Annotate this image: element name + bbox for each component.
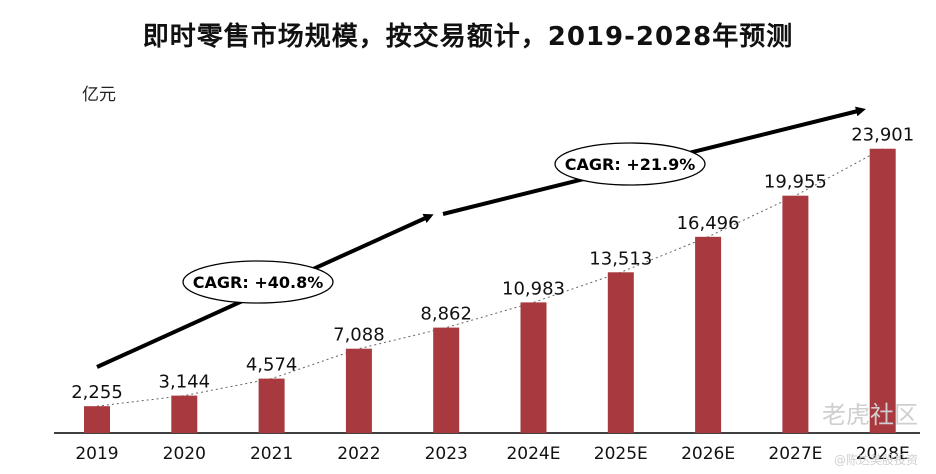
cagr-callout-1 bbox=[182, 260, 334, 304]
value-label: 8,862 bbox=[420, 304, 472, 325]
bar-2023 bbox=[433, 327, 460, 433]
value-label: 13,513 bbox=[589, 248, 652, 269]
cagr-label: CAGR: +21.9% bbox=[565, 155, 695, 174]
bar-2019 bbox=[84, 406, 110, 433]
cagr-label: CAGR: +40.8% bbox=[193, 273, 323, 292]
value-label: 23,901 bbox=[851, 125, 914, 146]
bar-2021 bbox=[258, 378, 285, 433]
bar-2025E bbox=[607, 272, 634, 433]
value-label: 3,144 bbox=[159, 372, 211, 393]
bar-2026E bbox=[695, 236, 722, 433]
value-label: 19,955 bbox=[764, 172, 827, 193]
value-label: 7,088 bbox=[333, 325, 385, 346]
y-unit-label: 亿元 bbox=[82, 85, 116, 105]
watermark-brand: 老虎社区 bbox=[822, 401, 918, 429]
x-tick-label: 2027E bbox=[768, 444, 822, 464]
x-tick-label: 2021 bbox=[250, 444, 293, 464]
x-tick-label: 2025E bbox=[594, 444, 648, 464]
x-tick-label: 2023 bbox=[425, 444, 468, 464]
x-tick-label: 2024E bbox=[506, 444, 560, 464]
bar-2020 bbox=[171, 395, 198, 433]
cagr-callout-2 bbox=[554, 142, 706, 186]
watermark-author: @陈达美股投资 bbox=[833, 453, 918, 467]
watermark: 老虎社区 @陈达美股投资 bbox=[822, 401, 918, 468]
x-tick-label: 2019 bbox=[75, 444, 118, 464]
chart-title: 即时零售市场规模，按交易额计，2019-2028年预测 bbox=[142, 22, 794, 52]
bar-2028E bbox=[869, 148, 896, 433]
x-tick-label: 2020 bbox=[163, 444, 206, 464]
bar-2024E bbox=[520, 302, 547, 433]
value-label: 16,496 bbox=[677, 213, 740, 234]
value-label: 10,983 bbox=[502, 278, 565, 299]
x-tick-label: 2028E bbox=[856, 444, 910, 464]
bar-2027E bbox=[782, 195, 809, 433]
value-label: 4,574 bbox=[246, 355, 298, 376]
bar-2022 bbox=[345, 348, 372, 433]
x-tick-label: 2022 bbox=[337, 444, 380, 464]
value-label: 2,255 bbox=[71, 382, 123, 403]
x-tick-label: 2026E bbox=[681, 444, 735, 464]
